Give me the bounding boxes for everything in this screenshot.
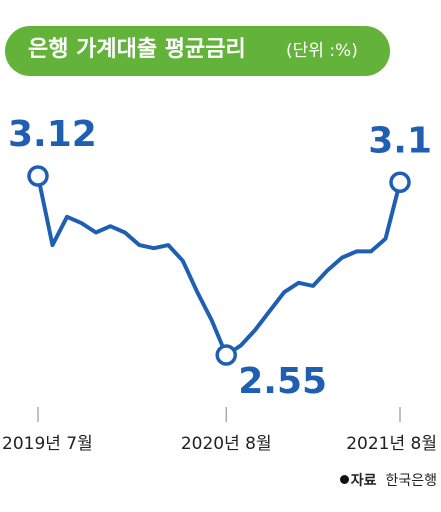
series-line bbox=[36, 174, 402, 357]
x-tick-label: 2021년 8월 bbox=[346, 434, 437, 454]
bullet-dot-icon bbox=[339, 475, 349, 484]
title-pill bbox=[5, 26, 390, 76]
source-note: 자료 한국은행 bbox=[339, 470, 437, 490]
x-tick-label: 2019년 7월 bbox=[2, 434, 93, 454]
x-tick-label: 2020년 8월 bbox=[181, 434, 272, 454]
data-label: 2.55 bbox=[238, 361, 327, 402]
source-value: 한국은행 bbox=[385, 473, 437, 489]
data-label: 3.1 bbox=[368, 120, 432, 161]
chart-title: 은행 가계대출 평균금리 bbox=[28, 37, 246, 62]
data-label: 3.12 bbox=[8, 114, 97, 155]
data-point-marker bbox=[27, 165, 49, 187]
data-point-marker bbox=[389, 171, 411, 194]
chart-unit: (단위 :%) bbox=[286, 41, 358, 61]
data-point-marker bbox=[215, 344, 237, 366]
source-key: 자료 bbox=[350, 473, 377, 489]
